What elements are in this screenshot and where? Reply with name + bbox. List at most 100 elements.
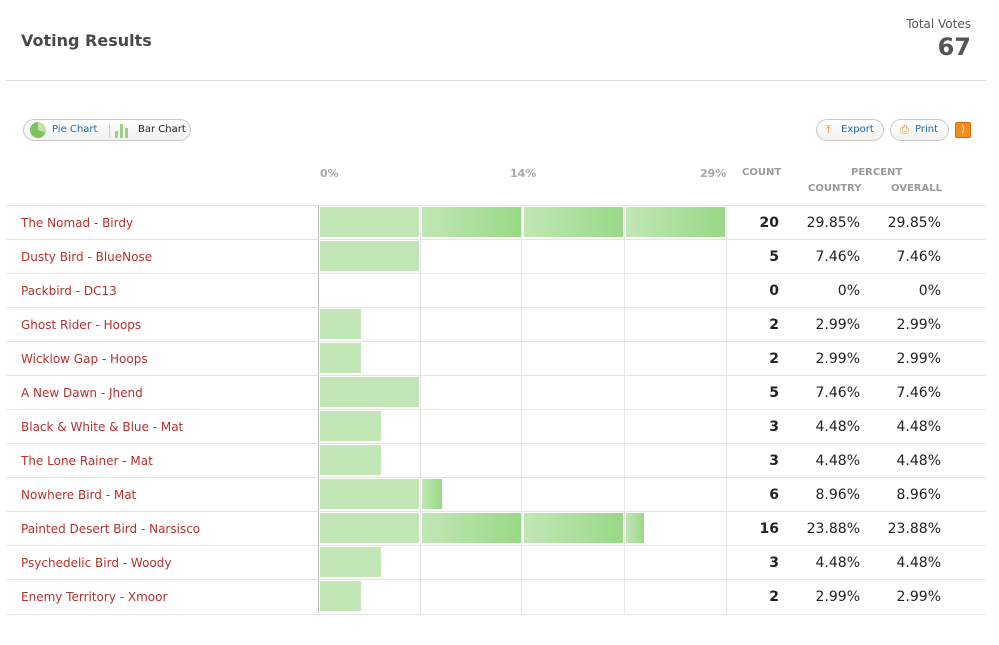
vote-count: 3 [769, 555, 779, 571]
table-row: Psychedelic Bird - Woody 3 4.48% 4.48% [6, 545, 986, 580]
overall-column-header: OVERALL [891, 183, 942, 194]
export-label: Export [841, 124, 874, 135]
percent-country: 8.96% [815, 487, 860, 503]
percent-country: 4.48% [815, 555, 860, 571]
vote-bar [320, 580, 361, 611]
percent-country: 23.88% [806, 521, 860, 537]
percent-country: 7.46% [815, 385, 860, 401]
vote-bar-segment [422, 207, 521, 237]
percent-overall: 4.48% [896, 555, 941, 571]
option-name-link[interactable]: Psychedelic Bird - Woody [21, 556, 172, 570]
vote-count: 5 [769, 249, 779, 265]
percent-overall: 2.99% [896, 589, 941, 605]
count-column-header: COUNT [742, 167, 782, 178]
pie-chart-label: Pie Chart [52, 124, 98, 135]
vote-count: 2 [769, 351, 779, 367]
option-name-link[interactable]: The Nomad - Birdy [21, 216, 134, 230]
vote-count: 6 [769, 487, 779, 503]
axis-tick-2: 29% [700, 167, 727, 180]
table-row: Dusty Bird - BlueNose 5 7.46% 7.46% [6, 239, 986, 274]
option-name-link[interactable]: Nowhere Bird - Mat [21, 488, 137, 502]
option-name-link[interactable]: Dusty Bird - BlueNose [21, 250, 153, 264]
header-divider [6, 80, 986, 81]
country-column-header: COUNTRY [808, 183, 862, 194]
vote-bar [320, 512, 644, 543]
percent-overall: 23.88% [887, 521, 941, 537]
pie-chart-button[interactable]: Pie Chart [28, 120, 110, 140]
vote-count: 3 [769, 453, 779, 469]
percent-overall: 8.96% [896, 487, 941, 503]
percent-column-header: PERCENT [851, 167, 903, 178]
table-row: Enemy Territory - Xmoor 2 2.99% 2.99% [6, 579, 986, 615]
vote-bar [320, 342, 361, 373]
bar-chart-icon [114, 122, 130, 138]
vote-bar-segment [320, 445, 381, 475]
vote-bar-segment [320, 207, 419, 237]
vote-bar-segment [320, 581, 361, 611]
percent-overall: 7.46% [896, 385, 941, 401]
vote-bar-segment [422, 479, 442, 509]
vote-bar-segment [626, 207, 725, 237]
option-name-link[interactable]: The Lone Rainer - Mat [21, 454, 153, 468]
vote-bar [320, 376, 421, 407]
vote-bar-segment [320, 411, 381, 441]
vote-count: 0 [769, 283, 779, 299]
chart-type-toggle: Pie Chart Bar Chart [23, 119, 191, 141]
rss-feed-icon[interactable]: ) [955, 122, 971, 138]
table-row: Wicklow Gap - Hoops 2 2.99% 2.99% [6, 341, 986, 376]
axis-tick-0: 0% [320, 167, 339, 180]
option-name-link[interactable]: A New Dawn - Jhend [21, 386, 143, 400]
option-name-link[interactable]: Painted Desert Bird - Narsisco [21, 522, 201, 536]
option-name-link[interactable]: Packbird - DC13 [21, 284, 117, 298]
vote-count: 16 [759, 521, 779, 537]
vote-bar-segment [320, 309, 361, 339]
toggle-divider [109, 123, 110, 137]
percent-overall: 2.99% [896, 351, 941, 367]
option-name-link[interactable]: Black & White & Blue - Mat [21, 420, 184, 434]
table-row: Nowhere Bird - Mat 6 8.96% 8.96% [6, 477, 986, 512]
export-icon: ⤒ [826, 123, 831, 136]
percent-overall: 7.46% [896, 249, 941, 265]
table-row: A New Dawn - Jhend 5 7.46% 7.46% [6, 375, 986, 410]
pie-chart-icon [30, 122, 46, 138]
vote-bar-segment [320, 513, 419, 543]
bar-chart-button[interactable]: Bar Chart [114, 120, 188, 140]
vote-bar-segment [320, 547, 381, 577]
percent-country: 4.48% [815, 453, 860, 469]
printer-icon: ⎙ [900, 123, 909, 136]
vote-count: 2 [769, 317, 779, 333]
percent-overall: 4.48% [896, 453, 941, 469]
vote-bar [320, 444, 381, 475]
table-row: Black & White & Blue - Mat 3 4.48% 4.48% [6, 409, 986, 444]
table-row: The Nomad - Birdy 20 29.85% 29.85% [6, 205, 986, 240]
vote-bar-segment [524, 207, 623, 237]
vote-bar-segment [320, 241, 419, 271]
option-name-link[interactable]: Wicklow Gap - Hoops [21, 352, 148, 366]
bar-chart-label: Bar Chart [138, 124, 186, 135]
export-button[interactable]: ⤒ Export [816, 119, 884, 141]
table-row: Painted Desert Bird - Narsisco 16 23.88% 23… [6, 511, 986, 546]
vote-bar [320, 478, 442, 509]
vote-bar-segment [422, 513, 521, 543]
total-votes-value: 67 [937, 33, 971, 61]
percent-overall: 29.85% [887, 215, 941, 231]
percent-overall: 4.48% [896, 419, 941, 435]
vote-bar [320, 240, 421, 271]
vote-count: 20 [759, 215, 779, 231]
vote-bar [320, 308, 361, 339]
percent-country: 2.99% [815, 351, 860, 367]
option-name-link[interactable]: Ghost Rider - Hoops [21, 318, 142, 332]
vote-bar-segment [626, 513, 644, 543]
option-name-link[interactable]: Enemy Territory - Xmoor [21, 590, 168, 604]
results-header: Voting Results Total Votes 67 [0, 0, 999, 80]
print-button[interactable]: ⎙ Print [890, 119, 949, 141]
print-label: Print [915, 124, 939, 135]
vote-bar-segment [320, 377, 419, 407]
vote-bar-segment [524, 513, 623, 543]
percent-overall: 0% [918, 283, 941, 299]
vote-bar [320, 410, 381, 441]
percent-country: 2.99% [815, 317, 860, 333]
vote-count: 5 [769, 385, 779, 401]
total-votes-label: Total Votes [906, 17, 971, 31]
percent-country: 2.99% [815, 589, 860, 605]
